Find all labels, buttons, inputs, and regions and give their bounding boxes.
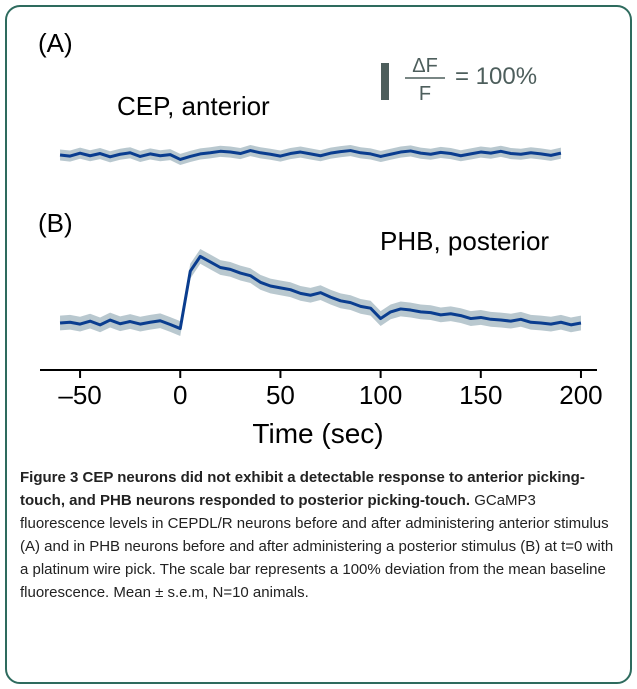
panel-label: (B) <box>38 208 73 238</box>
scale-label: = 100% <box>455 63 537 90</box>
panel-label: (A) <box>38 28 73 58</box>
caption-title: Figure 3 CEP neurons did not exhibit a d… <box>20 469 585 509</box>
x-tick-label: 200 <box>559 380 602 410</box>
x-tick-label: –50 <box>58 380 101 410</box>
scale-numerator: ΔF <box>412 55 438 77</box>
x-tick-label: 100 <box>359 380 402 410</box>
scale-denominator: F <box>419 83 431 105</box>
trace <box>59 149 562 161</box>
caption-text: GCaMP3 fluorescence levels in CEPDL/R ne… <box>20 492 614 601</box>
x-tick-label: 0 <box>173 380 187 410</box>
x-axis-label: Time (sec) <box>252 418 383 449</box>
trace <box>59 254 582 331</box>
series-label: CEP, anterior <box>117 91 270 121</box>
caption: Figure 3 CEP neurons did not exhibit a d… <box>20 466 618 604</box>
x-tick-label: 50 <box>266 380 295 410</box>
scale-bar <box>381 63 389 100</box>
frame <box>5 5 632 684</box>
x-tick-label: 150 <box>459 380 502 410</box>
series-label: PHB, posterior <box>380 226 549 256</box>
